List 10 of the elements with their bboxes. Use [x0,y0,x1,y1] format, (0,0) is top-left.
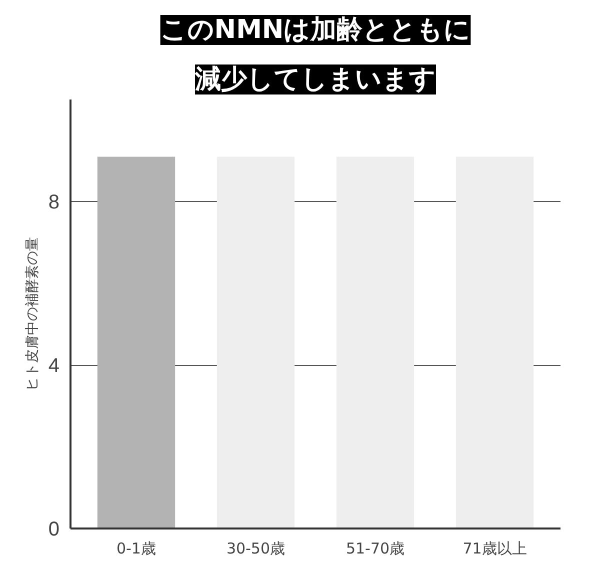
chart-subtitle: 減少してしまいます [194,64,436,94]
chart-title: このNMNは加齢とともに [160,15,471,45]
y-tick-label: 4 [48,355,60,378]
x-tick-label: 71歳以上 [462,540,527,558]
x-tick-label: 30-50歳 [226,540,286,558]
y-tick-label: 8 [48,192,60,214]
x-tick-label: 51-70歳 [346,540,405,558]
y-tick-label: 0 [48,518,60,540]
x-tick-label: 0-1歳 [116,540,156,558]
y-axis-title: ヒト皮膚中の補酵素の量 [24,237,40,391]
